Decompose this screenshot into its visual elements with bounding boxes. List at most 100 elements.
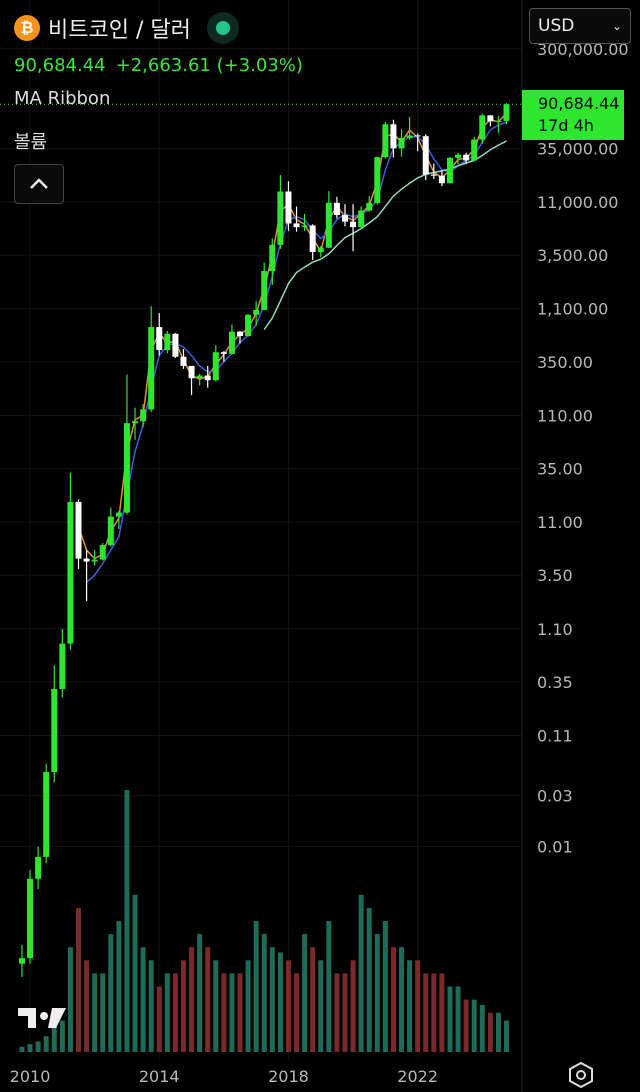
volume-bar (503, 1020, 509, 1052)
candle-body (414, 135, 421, 137)
volume-bar (269, 947, 275, 1052)
candle-body (43, 772, 50, 857)
volume-bar (148, 960, 154, 1052)
volume-bar (447, 986, 453, 1052)
candle-body (261, 271, 268, 310)
y-tick-label: 35,000.00 (537, 139, 618, 158)
candle-body (204, 375, 211, 381)
x-tick-label: 2010 (10, 1067, 51, 1086)
volume-bar (51, 1025, 57, 1052)
candle-body (479, 115, 486, 140)
volume-bar (495, 1012, 501, 1052)
volume-bar (229, 973, 235, 1052)
candle-body (27, 878, 34, 959)
volume-bar (294, 973, 300, 1052)
candle-body (277, 191, 284, 245)
volume-bar (439, 973, 445, 1052)
indicator[interactable]: 볼륨 (14, 132, 48, 153)
volume-bar (399, 947, 405, 1052)
volume-bar (180, 960, 186, 1052)
volume-bar (35, 1041, 41, 1052)
candle-body (228, 331, 235, 354)
y-tick-label: 1,100.00 (537, 300, 608, 319)
candle-body (51, 688, 58, 773)
volume-bar (455, 986, 461, 1052)
candle-body (18, 958, 25, 964)
candle-body (245, 314, 252, 337)
y-tick-label: 11.00 (537, 513, 583, 532)
candle-body (317, 247, 324, 252)
volume-panel (19, 790, 509, 1052)
volume-bar (164, 973, 170, 1052)
candle-body (455, 154, 462, 158)
volume-bar (277, 952, 283, 1052)
volume-bar (221, 973, 227, 1052)
candle-body (285, 191, 292, 224)
volume-bar (116, 921, 122, 1052)
indicator[interactable]: MA Ribbon (14, 88, 111, 109)
y-tick-label: 1.10 (537, 620, 573, 639)
tv-logo (18, 1008, 66, 1028)
volume-bar (374, 934, 380, 1052)
candle-body (309, 225, 316, 252)
x-tick-label: 2022 (397, 1067, 438, 1086)
candle-body (358, 210, 365, 228)
volume-bar (358, 894, 364, 1052)
candle-body (140, 409, 147, 422)
volume-bar (366, 907, 372, 1052)
volume-bar (318, 960, 324, 1052)
volume-bar (27, 1044, 33, 1052)
y-tick-label: 300,000.00 (537, 40, 629, 59)
change-abs: +2,663.61 (115, 55, 211, 76)
candle-body (107, 516, 114, 546)
candle-body (59, 643, 66, 689)
y-tick-label: 0.11 (537, 726, 573, 745)
currency-select[interactable]: USD ⌄ (529, 8, 631, 44)
volume-bar (205, 947, 211, 1052)
volume-bar (334, 973, 340, 1052)
candle-body (430, 174, 437, 176)
chevron-up (30, 178, 48, 189)
y-tick-label: 0.35 (537, 673, 573, 692)
candle-body (350, 221, 357, 228)
price-label-value: 90,684.44 (538, 94, 620, 114)
change-pct: (+3.03%) (216, 55, 303, 76)
candle-body (212, 352, 219, 381)
candle-body (366, 202, 373, 211)
volume-bar (285, 960, 291, 1052)
candle-body (91, 559, 98, 562)
volume-bar (471, 999, 477, 1052)
volume-bar (75, 907, 81, 1052)
volume-bar (326, 921, 332, 1052)
candle-body (172, 333, 179, 357)
candle-body (463, 154, 470, 161)
y-tick-label: 11,000.00 (537, 193, 618, 212)
market-status (206, 12, 239, 44)
volume-bar (245, 960, 251, 1052)
volume-bar (189, 947, 195, 1052)
x-tick-label: 2018 (268, 1067, 309, 1086)
volume-bar (382, 921, 388, 1052)
volume-bar (261, 934, 267, 1052)
y-tick-label: 0.01 (537, 838, 573, 857)
settings-button[interactable] (566, 1060, 596, 1090)
volume-bar (213, 960, 219, 1052)
candle-body (67, 501, 74, 644)
volume-bar (59, 1020, 65, 1052)
candle-body (156, 327, 163, 351)
volume-bar (302, 934, 308, 1052)
volume-bar (237, 973, 243, 1052)
y-tick-label: 3.50 (537, 566, 573, 585)
candle-body (341, 215, 348, 222)
collapse-button[interactable] (14, 164, 64, 204)
candle-body (487, 115, 494, 122)
candle-body (132, 421, 139, 424)
countdown: 17d 4h (538, 116, 594, 136)
candle-body (293, 223, 300, 228)
volume-bar (140, 947, 146, 1052)
volume-bar (487, 1012, 493, 1052)
change: +2,663.61 (+3.03%) (116, 55, 303, 76)
candle-body (382, 124, 389, 158)
volume-bar (19, 1046, 25, 1052)
